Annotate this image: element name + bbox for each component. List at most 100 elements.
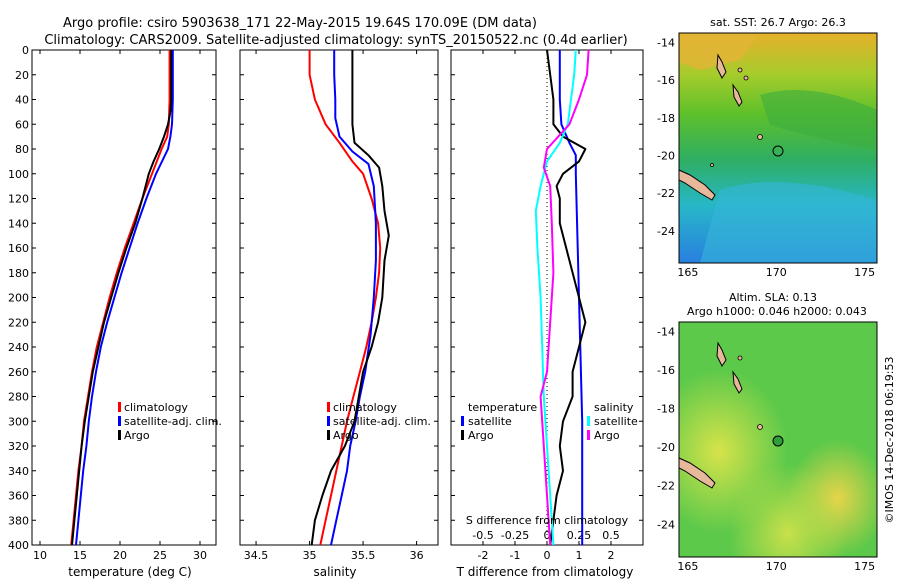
landmass-vanuatu-north — [716, 341, 727, 367]
x-tick-label: -1 — [510, 549, 521, 562]
y-tick-label: 340 — [8, 465, 29, 478]
salinity-diff-legend: salinity satellite Argo — [587, 401, 638, 442]
legend-swatch-argo — [327, 430, 330, 440]
temperature-plot-frame — [31, 49, 217, 546]
series-line-t-satellite — [558, 50, 584, 545]
x-top-tick-label: -0.25 — [501, 529, 529, 542]
figure-title-line1: Argo profile: csiro 5903638_171 22-May-2… — [63, 16, 537, 31]
island — [743, 75, 749, 81]
map-y-tick-label: -20 — [657, 150, 675, 163]
y-tick-label: 400 — [8, 539, 29, 552]
map-y-tick-label: -24 — [657, 225, 675, 238]
legend-title-salinity: salinity — [594, 401, 634, 414]
legend-swatch-satellite — [118, 416, 121, 426]
landmass-vanuatu-north — [716, 53, 727, 79]
y-tick-label: 240 — [8, 341, 29, 354]
sla-map-title: Altim. SLA: 0.13 — [729, 291, 817, 304]
island — [710, 163, 714, 167]
landmass-new-caledonia — [678, 457, 716, 489]
landmass-vanuatu-central — [732, 83, 743, 107]
island — [737, 355, 743, 361]
sst-warm-patch — [679, 33, 760, 70]
series-line-argo — [71, 50, 173, 545]
map-y-tick-label: -22 — [657, 187, 675, 200]
legend-swatch-satellite — [327, 416, 330, 426]
legend-label-argo: Argo — [124, 429, 150, 442]
legend-label-satellite: satellite-adj. clim. — [333, 415, 431, 428]
landmass-vanuatu-central — [732, 370, 743, 394]
legend-swatch-s-satellite — [587, 416, 590, 426]
map-y-tick-label: -16 — [657, 364, 675, 377]
series-line-s-satellite — [534, 50, 577, 545]
x-top-tick-label: 0.25 — [567, 529, 592, 542]
difference-x-label: T difference from climatology — [456, 565, 634, 579]
sst-map-frame — [678, 32, 878, 264]
sst-map — [678, 32, 878, 264]
y-tick-label: 380 — [8, 514, 29, 527]
temperature-diff-legend: temperature satellite Argo — [461, 401, 537, 442]
sla-map — [678, 321, 878, 558]
map-y-tick-label: -22 — [657, 480, 675, 493]
y-tick-label: 40 — [15, 94, 29, 107]
map-y-tick-label: -14 — [657, 36, 675, 49]
x-tick-label: 30 — [193, 549, 207, 562]
island — [737, 67, 743, 73]
x-tick-label: 34.5 — [244, 549, 269, 562]
map-x-tick-label: 170 — [766, 560, 787, 573]
legend-title-temperature: temperature — [468, 401, 537, 414]
temperature-legend: climatology satellite-adj. clim. Argo — [118, 401, 222, 442]
y-tick-label: 80 — [15, 143, 29, 156]
x-top-tick-label: -0.5 — [472, 529, 493, 542]
x-tick-label: 25 — [153, 549, 167, 562]
x-top-tick-label: 0.5 — [602, 529, 620, 542]
legend-label-s-argo: Argo — [594, 429, 620, 442]
map-x-tick-label: 165 — [677, 266, 698, 279]
y-tick-label: 160 — [8, 242, 29, 255]
legend-label-argo: Argo — [333, 429, 359, 442]
map-y-tick-label: -20 — [657, 441, 675, 454]
map-x-tick-label: 175 — [854, 560, 875, 573]
map-y-tick-label: -18 — [657, 112, 675, 125]
map-y-tick-label: -24 — [657, 518, 675, 531]
x-tick-label: 10 — [33, 549, 47, 562]
legend-swatch-s-argo — [587, 430, 590, 440]
island — [757, 134, 763, 140]
landmass-new-caledonia — [678, 169, 716, 201]
x-tick-label: 2 — [608, 549, 615, 562]
sla-map-subtitle: Argo h1000: 0.046 h2000: 0.043 — [687, 305, 867, 318]
x-tick-label: -2 — [478, 549, 489, 562]
x-tick-label: 0 — [544, 549, 551, 562]
x-tick-label: 35.5 — [351, 549, 376, 562]
legend-label-s-satellite: satellite — [594, 415, 638, 428]
x-tick-label: 1 — [576, 549, 583, 562]
legend-swatch-t-argo — [461, 430, 464, 440]
argo-location-marker — [772, 435, 784, 447]
salinity-legend: climatology satellite-adj. clim. Argo — [327, 401, 431, 442]
x-tick-label: 36 — [410, 549, 424, 562]
map-x-tick-label: 165 — [677, 560, 698, 573]
y-tick-label: 120 — [8, 193, 29, 206]
y-tick-label: 220 — [8, 316, 29, 329]
salinity-plot-frame — [239, 49, 439, 546]
legend-swatch-climatology — [327, 402, 330, 412]
sst-cool-patch — [700, 182, 877, 263]
imos-watermark: ©IMOS 14-Dec-2018 06:19:53 — [883, 357, 896, 524]
x-tick-label: 15 — [73, 549, 87, 562]
legend-swatch-argo — [118, 430, 121, 440]
legend-label-t-argo: Argo — [468, 429, 494, 442]
temperature-x-label: temperature (deg C) — [68, 565, 191, 579]
map-x-tick-label: 170 — [766, 266, 787, 279]
y-tick-label: 60 — [15, 118, 29, 131]
y-tick-label: 140 — [8, 217, 29, 230]
sla-map-frame — [678, 321, 878, 558]
y-tick-label: 280 — [8, 391, 29, 404]
map-y-tick-label: -18 — [657, 403, 675, 416]
y-tick-label: 360 — [8, 490, 29, 503]
map-x-tick-label: 175 — [854, 266, 875, 279]
sst-green-band — [760, 90, 877, 150]
legend-swatch-climatology — [118, 402, 121, 412]
sst-map-title: sat. SST: 26.7 Argo: 26.3 — [710, 16, 846, 29]
series-line-argo — [310, 50, 390, 545]
legend-label-climatology: climatology — [333, 401, 397, 414]
y-tick-label: 100 — [8, 168, 29, 181]
